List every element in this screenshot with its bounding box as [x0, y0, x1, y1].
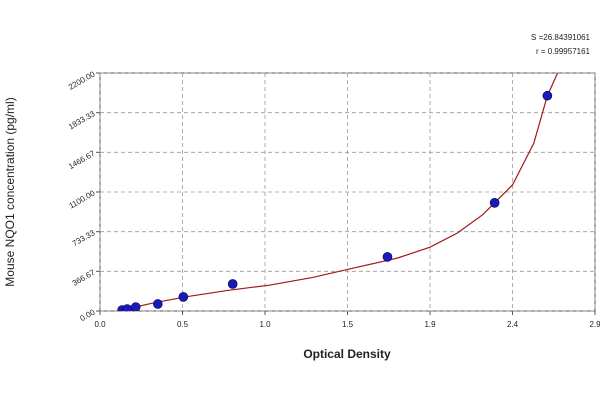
x-tick-label: 2.9	[589, 320, 600, 329]
y-tick-label: 2200.00	[67, 69, 97, 92]
x-tick-label: 1.9	[424, 320, 436, 329]
plot-content	[117, 73, 559, 311]
y-tick-label: 1466.67	[67, 149, 97, 172]
data-point	[130, 302, 141, 311]
x-tick-label: 1.0	[259, 320, 271, 329]
data-point	[153, 299, 163, 309]
y-tick-label: 1100.00	[67, 188, 97, 210]
data-point	[489, 198, 500, 208]
data-point	[122, 304, 133, 311]
data-point	[542, 90, 553, 101]
y-tick-label: 1833.33	[67, 109, 97, 132]
y-axis-label: Mouse NQO1 concentration (pg/ml)	[3, 97, 17, 286]
x-tick-label: 0.5	[177, 320, 189, 329]
data-point	[227, 279, 238, 289]
annotation: r = 0.99957161	[536, 47, 591, 56]
annotation: S =26.84391061	[531, 33, 590, 42]
x-tick-label: 2.4	[507, 320, 519, 329]
fit-curve	[121, 73, 559, 311]
data-point	[382, 252, 393, 262]
x-axis-label: Optical Density	[303, 347, 391, 361]
y-tick-label: 733.33	[71, 228, 97, 248]
x-tick-label: 0.0	[94, 320, 106, 329]
x-tick-label: 1.5	[342, 320, 354, 329]
y-tick-label: 366.67	[71, 268, 97, 288]
data-point	[178, 292, 189, 302]
